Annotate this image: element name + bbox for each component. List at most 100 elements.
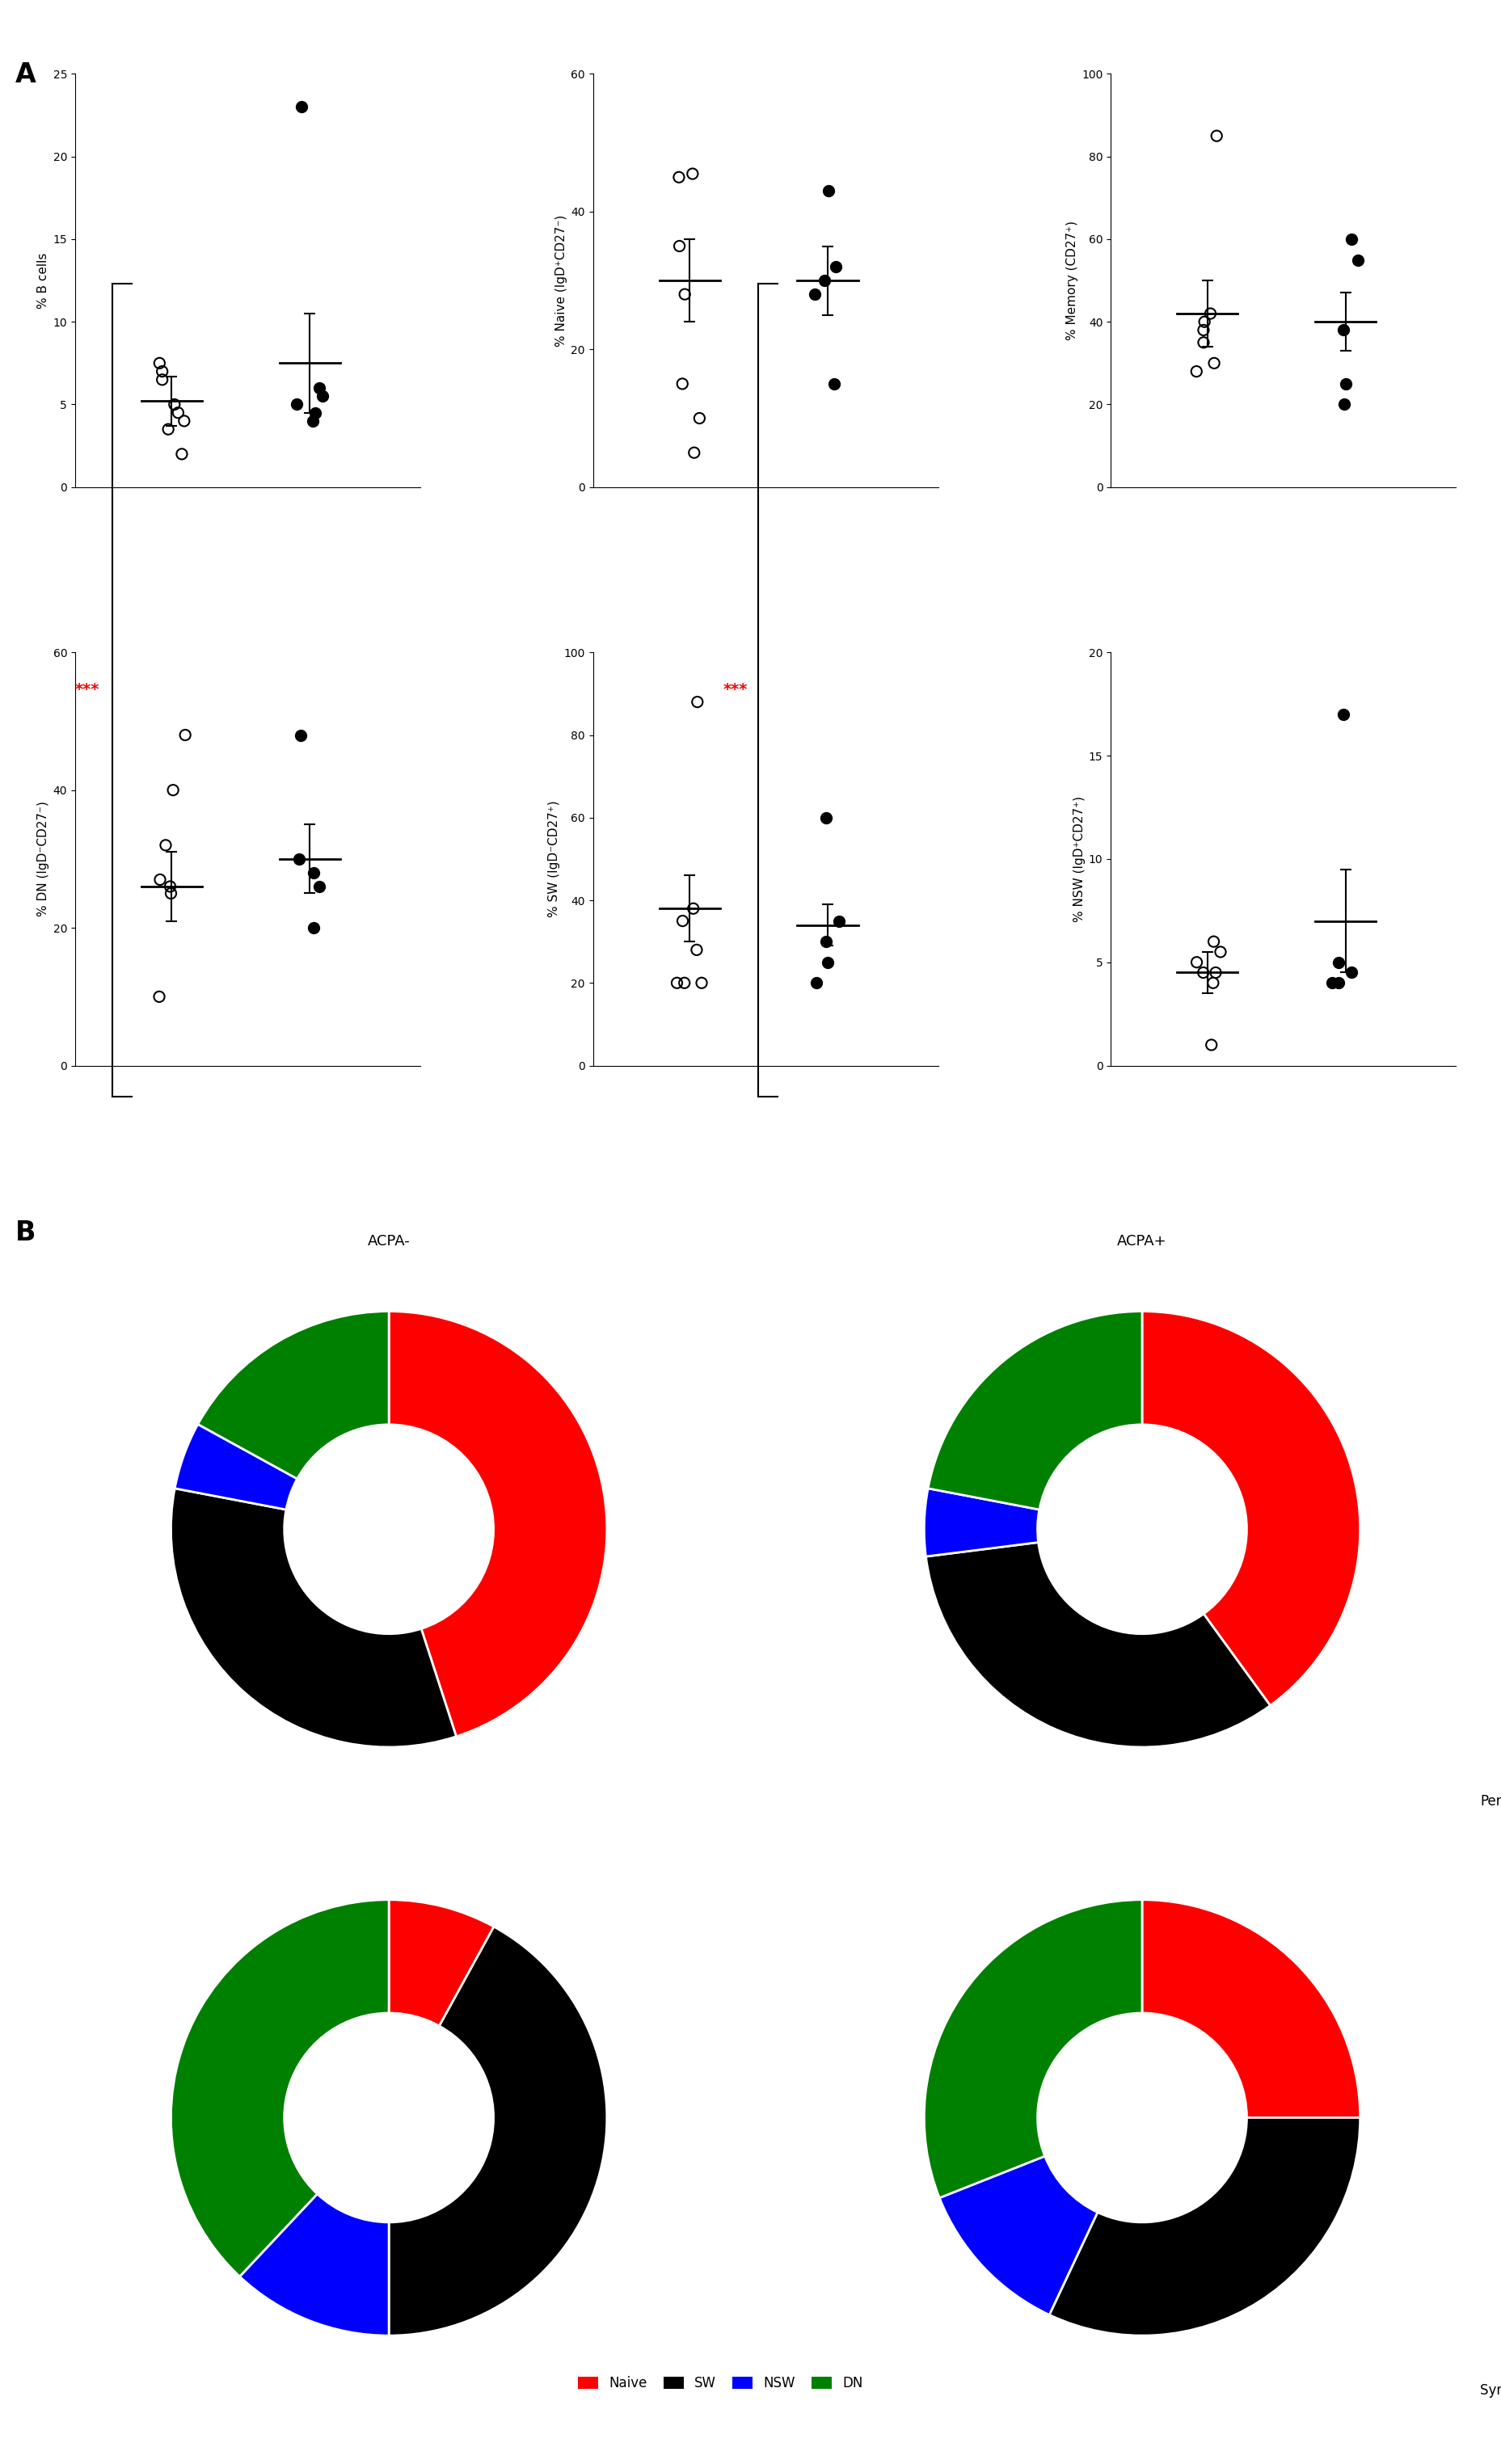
Point (815, 922, 839, 961)
Point (311, 377, 335, 416)
Point (668, 227, 692, 266)
Point (1204, 954, 1228, 993)
Point (1346, 239, 1370, 278)
Point (290, 86, 314, 126)
Point (1201, 963, 1225, 1003)
Point (150, 352, 174, 392)
Point (167, 394, 191, 434)
Point (666, 158, 690, 197)
Text: Synovial tissue: Synovial tissue (1480, 2383, 1501, 2397)
Point (173, 715, 197, 754)
Point (1334, 365, 1358, 404)
Point (1192, 954, 1216, 993)
Point (1184, 944, 1208, 983)
Point (671, 902, 695, 941)
Point (812, 261, 836, 301)
Wedge shape (926, 1542, 1270, 1747)
Point (1333, 384, 1357, 424)
Point (1208, 931, 1232, 971)
Wedge shape (240, 2193, 389, 2336)
Point (1192, 310, 1216, 350)
Point (1339, 954, 1363, 993)
Point (1321, 963, 1345, 1003)
Wedge shape (171, 1488, 456, 1747)
Point (302, 909, 326, 949)
Wedge shape (1142, 1311, 1360, 1705)
Point (817, 944, 841, 983)
Wedge shape (928, 1311, 1142, 1510)
Point (686, 683, 710, 722)
Point (1205, 116, 1229, 155)
Point (1199, 1025, 1223, 1064)
Point (1339, 219, 1363, 259)
Point (805, 963, 829, 1003)
Point (158, 867, 182, 907)
Point (287, 840, 311, 880)
Point (681, 890, 705, 929)
Wedge shape (174, 1424, 297, 1510)
Y-axis label: % NSW (IgD⁺CD27⁺): % NSW (IgD⁺CD27⁺) (1073, 796, 1085, 922)
Point (1327, 963, 1351, 1003)
Point (1192, 323, 1216, 362)
Point (1202, 922, 1226, 961)
Wedge shape (925, 1900, 1142, 2198)
Point (285, 384, 309, 424)
Point (684, 929, 708, 968)
Point (1198, 293, 1222, 333)
Point (665, 963, 689, 1003)
Point (1202, 342, 1226, 382)
Wedge shape (389, 1311, 606, 1737)
Point (827, 902, 851, 941)
Wedge shape (389, 1927, 606, 2336)
Point (161, 771, 185, 811)
Point (824, 246, 848, 286)
Point (672, 274, 696, 313)
Wedge shape (1049, 2117, 1360, 2336)
Point (681, 434, 705, 473)
Point (1331, 310, 1355, 350)
Point (147, 342, 171, 382)
Legend: Naive, SW, NSW, DN: Naive, SW, NSW, DN (572, 2370, 869, 2395)
Point (1327, 944, 1351, 983)
Point (823, 365, 847, 404)
Point (156, 409, 180, 448)
Y-axis label: % B cells: % B cells (38, 251, 50, 308)
Y-axis label: % SW (IgD⁻CD27⁺): % SW (IgD⁻CD27⁺) (548, 801, 560, 917)
Point (1184, 352, 1208, 392)
Point (170, 434, 194, 473)
Wedge shape (925, 1488, 1039, 1557)
Text: B: B (15, 1220, 36, 1247)
Point (159, 875, 183, 914)
Point (689, 963, 713, 1003)
Point (150, 360, 174, 399)
Point (671, 365, 695, 404)
Wedge shape (389, 1900, 494, 2025)
Point (153, 825, 177, 865)
Text: ***: *** (75, 683, 99, 697)
Point (803, 274, 827, 313)
Point (1192, 303, 1216, 342)
Point (308, 367, 332, 407)
Title: ACPA-: ACPA- (368, 1234, 410, 1249)
Point (302, 853, 326, 892)
Wedge shape (940, 2156, 1097, 2314)
Wedge shape (171, 1900, 389, 2277)
Point (308, 867, 332, 907)
Point (149, 860, 173, 899)
Point (173, 402, 197, 441)
Text: A: A (15, 62, 36, 89)
Point (303, 394, 327, 434)
Wedge shape (1142, 1900, 1360, 2117)
Point (1331, 695, 1355, 734)
Text: ***: *** (723, 683, 747, 697)
Point (680, 155, 704, 195)
Point (687, 399, 711, 439)
Point (300, 402, 324, 441)
Point (162, 384, 186, 424)
Text: Periphery: Periphery (1480, 1794, 1501, 1809)
Point (817, 172, 841, 212)
Y-axis label: % Memory (CD27⁺): % Memory (CD27⁺) (1066, 222, 1078, 340)
Y-axis label: % Naive (IgD⁺CD27⁻): % Naive (IgD⁺CD27⁻) (555, 214, 567, 347)
Title: ACPA+: ACPA+ (1117, 1234, 1168, 1249)
Y-axis label: % DN (IgD⁻CD27⁻): % DN (IgD⁻CD27⁻) (38, 801, 50, 917)
